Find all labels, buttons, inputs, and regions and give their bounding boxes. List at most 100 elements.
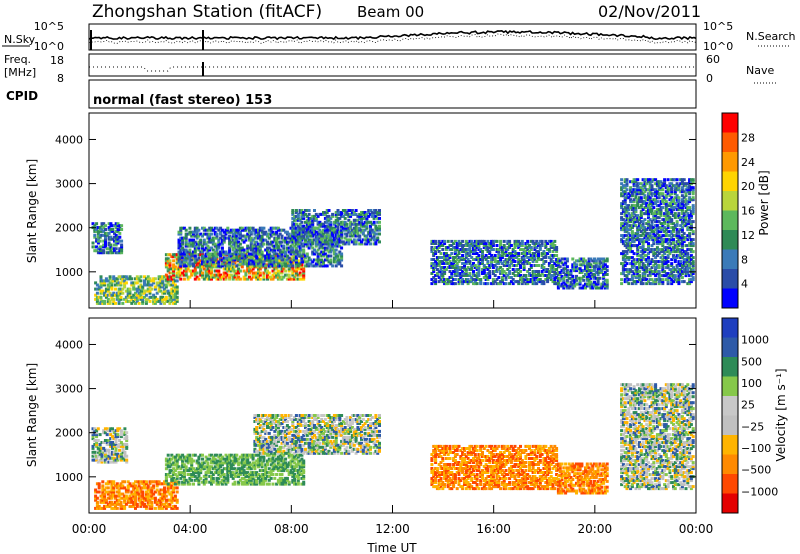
range-cell [202, 260, 206, 264]
range-cell [663, 274, 667, 278]
range-cell [659, 250, 663, 254]
range-cell [235, 271, 239, 275]
range-cell [161, 297, 165, 301]
range-cell [677, 232, 681, 236]
range-cell [255, 250, 259, 254]
range-cell [655, 196, 659, 200]
range-cell [190, 244, 194, 248]
range-cell [630, 212, 634, 216]
range-cell [638, 242, 641, 246]
range-cell [684, 222, 688, 226]
range-cell [269, 258, 273, 262]
range-cell [679, 248, 683, 252]
range-cell [632, 260, 636, 264]
range-cell [680, 240, 684, 244]
range-cell [495, 262, 499, 265]
range-cell [575, 282, 578, 286]
range-cell [126, 299, 130, 303]
range-cell [623, 192, 627, 196]
range-cell [294, 240, 298, 244]
range-cell [567, 284, 571, 288]
range-cell [517, 252, 521, 255]
range-cell [636, 230, 640, 234]
range-cell [461, 270, 465, 273]
range-cell [124, 295, 128, 299]
range-cell [293, 226, 297, 230]
range-cell [172, 283, 176, 287]
range-cell [670, 226, 674, 230]
range-cell [314, 250, 318, 254]
range-cell [551, 268, 555, 271]
range-cell [638, 196, 641, 200]
range-cell [201, 271, 204, 275]
range-cell [682, 204, 686, 208]
range-cell [632, 224, 636, 228]
colorbar-segment [722, 230, 738, 250]
range-cell [231, 240, 235, 244]
range-cell [522, 274, 526, 277]
range-cell [255, 228, 259, 232]
range-cell [91, 245, 95, 249]
range-cell [473, 246, 477, 249]
range-cell [672, 240, 675, 244]
range-cell [593, 273, 596, 276]
range-cell [126, 293, 130, 297]
range-cell [668, 252, 672, 256]
range-cell [602, 282, 606, 286]
range-cell [670, 238, 674, 242]
range-cell [289, 234, 293, 238]
range-cell [463, 248, 466, 251]
range-cell [201, 260, 204, 264]
range-cell [519, 270, 522, 273]
range-cell [298, 222, 302, 226]
range-cell [657, 194, 661, 198]
range-cell [632, 252, 636, 256]
range-cell [526, 262, 530, 265]
range-cell [446, 256, 450, 259]
range-cell [582, 278, 586, 282]
range-cell [556, 286, 560, 290]
range-cell [564, 267, 568, 271]
range-cell [132, 299, 136, 303]
range-cell [533, 242, 537, 245]
range-cell [193, 228, 197, 232]
range-cell [182, 277, 186, 281]
range-cell [238, 256, 242, 260]
range-cell [350, 211, 354, 214]
range-cell [598, 261, 602, 265]
range-cell [508, 276, 512, 279]
range-cell [262, 262, 266, 266]
range-cell [343, 228, 347, 232]
range-cell [307, 230, 311, 234]
range-cell [95, 435, 99, 439]
range-cell [347, 226, 351, 230]
range-cell [596, 280, 600, 284]
range-cell [201, 226, 204, 230]
range-cell [562, 280, 566, 284]
range-cell [636, 244, 640, 248]
range-cell [273, 264, 277, 268]
range-cell [643, 276, 647, 280]
range-cell [307, 262, 311, 266]
range-cell [582, 257, 586, 261]
range-cell [273, 236, 277, 240]
range-cell [684, 268, 688, 272]
range-cell [278, 277, 282, 281]
range-cell [98, 442, 102, 446]
range-cell [369, 242, 372, 246]
range-cell [181, 236, 185, 240]
range-cell [291, 242, 295, 246]
range-cell [686, 208, 690, 212]
range-cell [596, 286, 600, 290]
range-cell [289, 257, 293, 261]
range-cell [546, 248, 550, 251]
range-cell [141, 299, 145, 303]
range-cell [208, 228, 212, 232]
range-cell [682, 182, 686, 186]
range-cell [639, 206, 643, 210]
range-cell [636, 238, 640, 242]
range-cell [182, 273, 186, 277]
range-cell [104, 243, 107, 247]
range-cell [630, 266, 634, 270]
